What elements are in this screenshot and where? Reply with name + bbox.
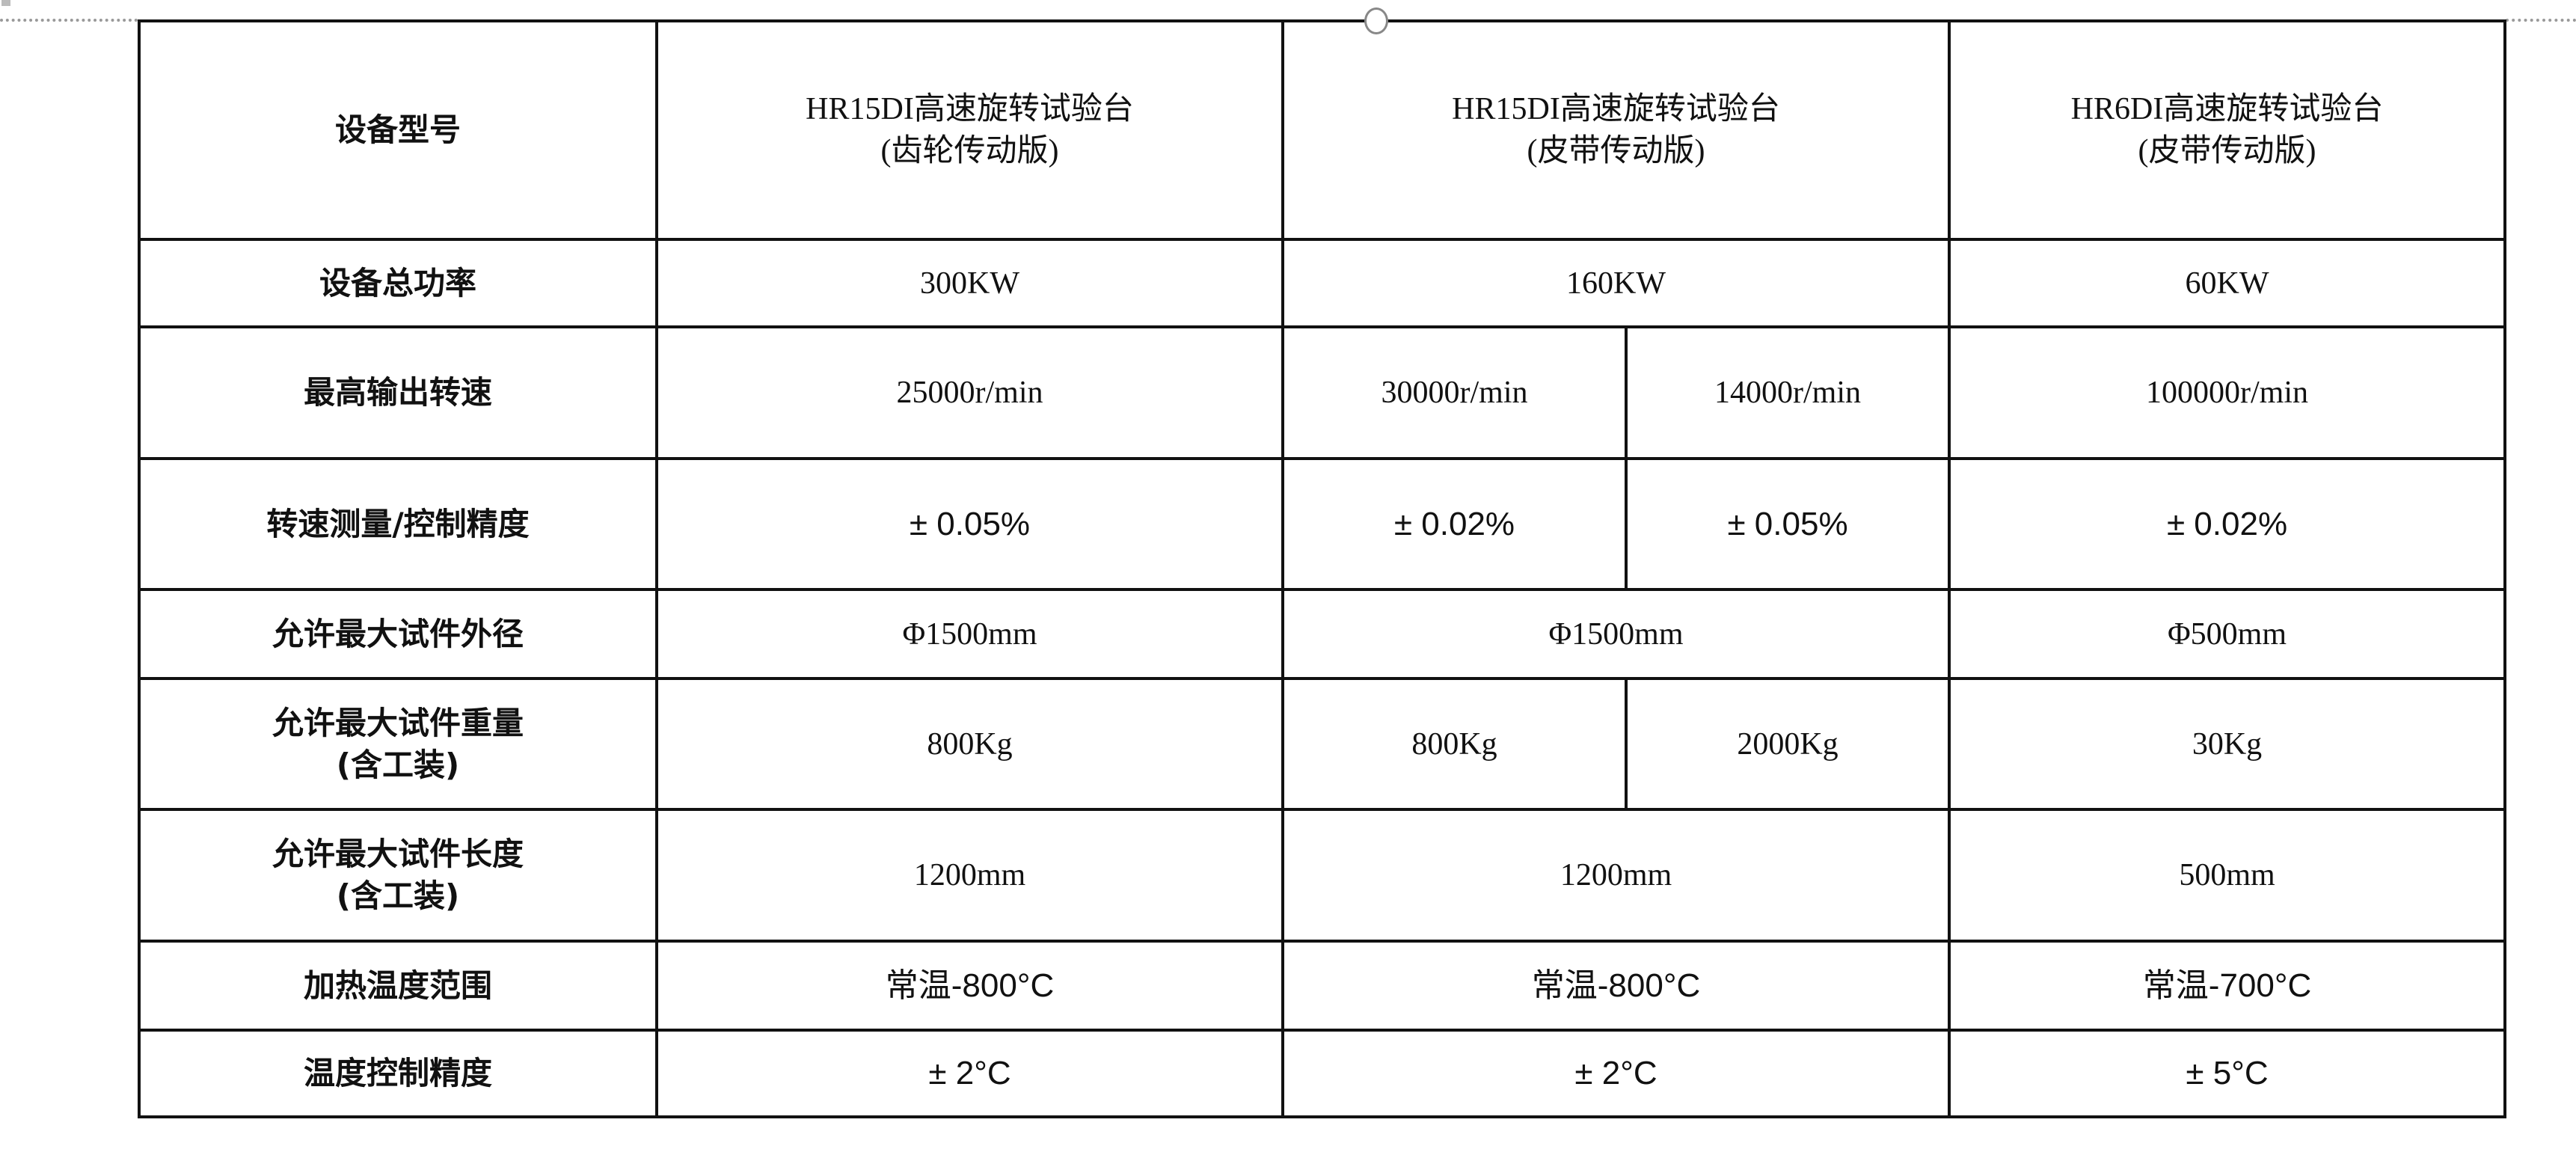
- row-label: 最高输出转速: [138, 325, 658, 460]
- table-row: 转速测量/控制精度 ± 0.05% ± 0.02% ± 0.05% ± 0.02…: [138, 457, 2507, 591]
- model-variant: (皮带传动版): [2138, 134, 2316, 168]
- spec-table: 设备型号 HR15DI高速旋转试验台 (齿轮传动版) HR15DI高速旋转试验台 (…: [138, 19, 2507, 1118]
- model-variant: (齿轮传动版): [880, 134, 1059, 168]
- table-cell: 常温-700°C: [1948, 940, 2507, 1032]
- table-cell: 500mm: [1948, 808, 2507, 943]
- table-row: 允许最大试件重量 (含工装) 800Kg 800Kg 2000Kg 30Kg: [138, 677, 2507, 811]
- table-row: 允许最大试件外径 Φ1500mm Φ1500mm Φ500mm: [138, 588, 2507, 680]
- page-margin-guide-right: [2506, 19, 2576, 22]
- page-margin-guide-left: [0, 19, 138, 22]
- table-cell: ± 0.02%: [1948, 457, 2507, 591]
- table-cell: ± 5°C: [1948, 1029, 2507, 1118]
- model-name: HR15DI高速旋转试验台: [806, 92, 1134, 126]
- table-cell: Φ500mm: [1948, 588, 2507, 680]
- table-cell: 常温-800°C: [1281, 940, 1951, 1032]
- table-cell: 300KW: [655, 238, 1284, 328]
- table-row: 最高输出转速 25000r/min 30000r/min 14000r/min …: [138, 325, 2507, 460]
- table-row: 允许最大试件长度 (含工装) 1200mm 1200mm 500mm: [138, 808, 2507, 943]
- model-variant: (皮带传动版): [1527, 134, 1705, 168]
- model-name: HR6DI高速旋转试验台: [2070, 92, 2384, 126]
- row-label-note: (含工装): [336, 877, 460, 914]
- table-cell: 常温-800°C: [655, 940, 1284, 1032]
- row-label: 加热温度范围: [138, 940, 658, 1032]
- table-cell: 1200mm: [1281, 808, 1951, 943]
- row-label: 转速测量/控制精度: [138, 457, 658, 591]
- table-row: 设备总功率 300KW 160KW 60KW: [138, 238, 2507, 328]
- table-cell: Φ1500mm: [655, 588, 1284, 680]
- model-name: HR15DI高速旋转试验台: [1452, 92, 1780, 126]
- table-cell: ± 2°C: [1281, 1029, 1951, 1118]
- corner-marker: [1, 0, 10, 6]
- row-label-line: 允许最大试件重量: [272, 704, 524, 741]
- header-cell: HR6DI高速旋转试验台 (皮带传动版): [1948, 19, 2507, 241]
- row-label-note: (含工装): [336, 746, 460, 783]
- table-cell: 60KW: [1948, 238, 2507, 328]
- table-cell: ± 0.05%: [655, 457, 1284, 591]
- row-label: 设备总功率: [138, 238, 658, 328]
- table-cell: Φ1500mm: [1281, 588, 1951, 680]
- table-cell: 100000r/min: [1948, 325, 2507, 460]
- table-cell: 160KW: [1281, 238, 1951, 328]
- row-label: 允许最大试件重量 (含工装): [138, 677, 658, 811]
- row-label: 温度控制精度: [138, 1029, 658, 1118]
- row-label: 允许最大试件长度 (含工装): [138, 808, 658, 943]
- header-cell: HR15DI高速旋转试验台 (齿轮传动版): [655, 19, 1284, 241]
- table-cell: ± 0.02%: [1281, 457, 1628, 591]
- table-cell: 30Kg: [1948, 677, 2507, 811]
- table-row: 加热温度范围 常温-800°C 常温-800°C 常温-700°C: [138, 940, 2507, 1032]
- table-cell: 14000r/min: [1624, 325, 1951, 460]
- table-cell: 800Kg: [1281, 677, 1628, 811]
- table-cell: 25000r/min: [655, 325, 1284, 460]
- row-label: 允许最大试件外径: [138, 588, 658, 680]
- table-resize-handle[interactable]: [1364, 7, 1388, 34]
- table-cell: 2000Kg: [1624, 677, 1951, 811]
- table-cell: ± 2°C: [655, 1029, 1284, 1118]
- table-row: 温度控制精度 ± 2°C ± 2°C ± 5°C: [138, 1029, 2507, 1118]
- table-cell: ± 0.05%: [1624, 457, 1951, 591]
- table-cell: 800Kg: [655, 677, 1284, 811]
- row-label: 设备型号: [138, 19, 658, 241]
- table-cell: 1200mm: [655, 808, 1284, 943]
- header-cell: HR15DI高速旋转试验台 (皮带传动版): [1281, 19, 1951, 241]
- table-row: 设备型号 HR15DI高速旋转试验台 (齿轮传动版) HR15DI高速旋转试验台 (…: [138, 19, 2507, 241]
- table-cell: 30000r/min: [1281, 325, 1628, 460]
- row-label-line: 允许最大试件长度: [272, 836, 524, 872]
